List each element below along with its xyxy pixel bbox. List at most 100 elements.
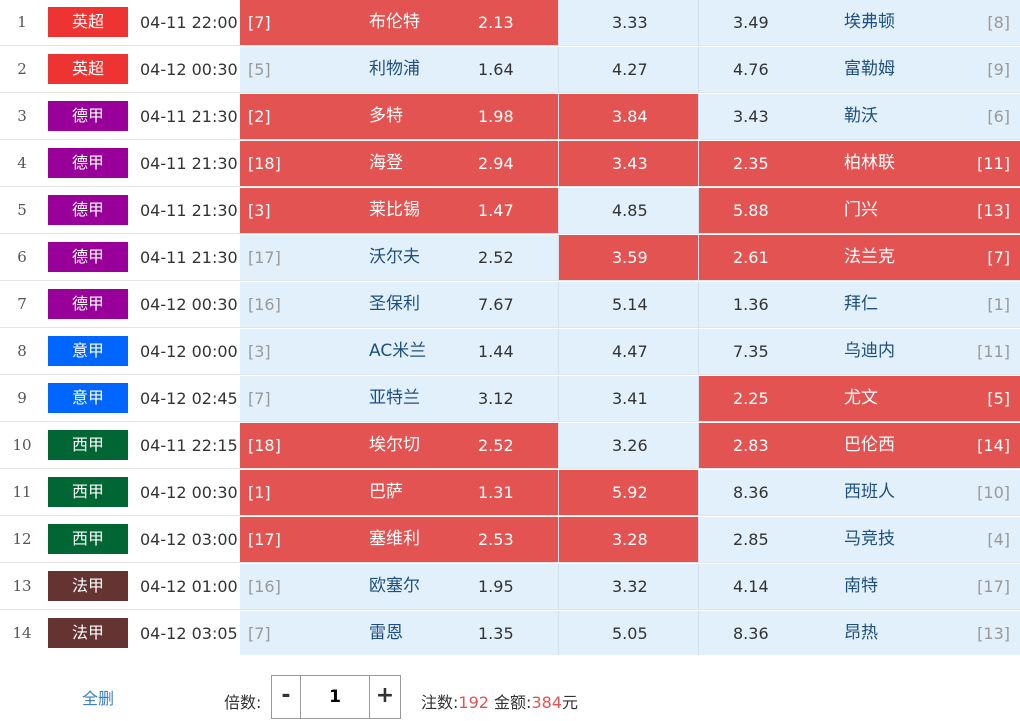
draw-option[interactable]: 4.27 — [559, 47, 699, 92]
decrease-button[interactable]: - — [272, 676, 301, 718]
home-win-option[interactable]: [7] 雷恩 1.35 — [240, 611, 559, 656]
league-badge: 西甲 — [48, 430, 128, 460]
draw-option[interactable]: 4.85 — [559, 188, 699, 233]
match-number: 10 — [12, 436, 32, 454]
home-team: AC米兰 — [369, 341, 427, 361]
match-row: 1 英超 04-11 22:00 [7] 布伦特 2.13 3.33 3.49 埃弗顿 [8] — [0, 0, 1020, 46]
away-win-option[interactable]: 2.83 巴伦西 [14] — [699, 423, 1020, 468]
match-row: 2 英超 04-12 00:30 [5] 利物浦 1.64 4.27 4.76 富勒姆 [9] — [0, 47, 1020, 93]
home-win-odds: 1.98 — [478, 107, 514, 126]
home-win-option[interactable]: [2] 多特 1.98 — [240, 94, 559, 139]
draw-option[interactable]: 5.14 — [559, 282, 699, 327]
draw-option[interactable]: 3.84 — [559, 94, 699, 139]
increase-button[interactable]: + — [369, 676, 400, 718]
home-win-option[interactable]: [3] 莱比锡 1.47 — [240, 188, 559, 233]
draw-option[interactable]: 4.47 — [559, 329, 699, 374]
away-win-odds: 8.36 — [733, 624, 769, 643]
away-team: 富勒姆 — [844, 59, 895, 79]
draw-option[interactable]: 3.43 — [559, 141, 699, 186]
home-team: 圣保利 — [369, 294, 420, 314]
match-time: 04-11 22:15 — [140, 436, 238, 455]
match-number: 4 — [17, 154, 27, 172]
away-win-option[interactable]: 8.36 昂热 [13] — [699, 611, 1020, 656]
draw-option[interactable]: 3.26 — [559, 423, 699, 468]
away-win-option[interactable]: 3.49 埃弗顿 [8] — [699, 0, 1020, 45]
home-rank: [17] — [248, 530, 281, 549]
match-number: 9 — [17, 389, 27, 407]
match-row: 14 法甲 04-12 03:05 [7] 雷恩 1.35 5.05 8.36 昂热 [13] — [0, 611, 1020, 657]
draw-option[interactable]: 3.28 — [559, 517, 699, 562]
away-win-option[interactable]: 7.35 乌迪内 [11] — [699, 329, 1020, 374]
draw-option[interactable]: 3.59 — [559, 235, 699, 280]
home-win-option[interactable]: [17] 塞维利 2.53 — [240, 517, 559, 562]
league-badge: 法甲 — [48, 571, 128, 601]
away-win-option[interactable]: 4.14 南特 [17] — [699, 564, 1020, 609]
away-team: 昂热 — [844, 623, 878, 643]
multiplier-label: 倍数: — [224, 693, 262, 712]
match-row: 7 德甲 04-12 00:30 [16] 圣保利 7.67 5.14 1.36 拜仁 [1] — [0, 282, 1020, 328]
away-rank: [11] — [977, 154, 1010, 173]
amount-value: 384 — [531, 693, 562, 712]
home-win-option[interactable]: [5] 利物浦 1.64 — [240, 47, 559, 92]
match-row: 4 德甲 04-11 21:30 [18] 海登 2.94 3.43 2.35 柏林联 [11] — [0, 141, 1020, 187]
bet-footer: 全删 倍数: - + 注数:192 金额:384元 — [0, 655, 1020, 721]
draw-option[interactable]: 3.33 — [559, 0, 699, 45]
away-rank: [13] — [977, 624, 1010, 643]
league-badge: 德甲 — [48, 101, 128, 131]
match-number: 12 — [12, 530, 32, 548]
home-win-option[interactable]: [17] 沃尔夫 2.52 — [240, 235, 559, 280]
home-win-option[interactable]: [1] 巴萨 1.31 — [240, 470, 559, 515]
home-win-option[interactable]: [18] 埃尔切 2.52 — [240, 423, 559, 468]
draw-odds: 4.47 — [612, 342, 648, 361]
draw-option[interactable]: 5.92 — [559, 470, 699, 515]
home-win-odds: 2.13 — [478, 13, 514, 32]
away-win-option[interactable]: 2.61 法兰克 [7] — [699, 235, 1020, 280]
home-team: 亚特兰 — [369, 388, 420, 408]
away-win-option[interactable]: 8.36 西班人 [10] — [699, 470, 1020, 515]
home-win-option[interactable]: [16] 圣保利 7.67 — [240, 282, 559, 327]
draw-odds: 4.85 — [612, 201, 648, 220]
match-number: 3 — [17, 107, 27, 125]
home-team: 巴萨 — [369, 482, 403, 502]
draw-odds: 3.32 — [612, 577, 648, 596]
draw-odds: 3.33 — [612, 13, 648, 32]
match-number: 11 — [12, 483, 32, 501]
match-time: 04-12 00:30 — [140, 60, 238, 79]
home-team: 布伦特 — [369, 12, 420, 32]
away-win-option[interactable]: 1.36 拜仁 [1] — [699, 282, 1020, 327]
away-win-option[interactable]: 4.76 富勒姆 [9] — [699, 47, 1020, 92]
away-win-odds: 8.36 — [733, 483, 769, 502]
home-win-option[interactable]: [3] AC米兰 1.44 — [240, 329, 559, 374]
multiplier-input[interactable] — [301, 676, 369, 718]
league-badge: 德甲 — [48, 195, 128, 225]
draw-option[interactable]: 3.41 — [559, 376, 699, 421]
away-win-odds: 3.43 — [733, 107, 769, 126]
away-win-option[interactable]: 2.85 马竞技 [4] — [699, 517, 1020, 562]
home-win-option[interactable]: [18] 海登 2.94 — [240, 141, 559, 186]
away-rank: [10] — [977, 483, 1010, 502]
home-rank: [7] — [248, 624, 271, 643]
league-badge: 意甲 — [48, 336, 128, 366]
away-win-odds: 2.25 — [733, 389, 769, 408]
home-win-option[interactable]: [16] 欧塞尔 1.95 — [240, 564, 559, 609]
away-win-option[interactable]: 2.35 柏林联 [11] — [699, 141, 1020, 186]
draw-option[interactable]: 5.05 — [559, 611, 699, 656]
away-win-odds: 4.76 — [733, 60, 769, 79]
away-win-option[interactable]: 3.43 勒沃 [6] — [699, 94, 1020, 139]
draw-odds: 3.43 — [612, 154, 648, 173]
match-row: 13 法甲 04-12 01:00 [16] 欧塞尔 1.95 3.32 4.14 南特 [17] — [0, 564, 1020, 610]
away-team: 拜仁 — [844, 294, 878, 314]
league-badge: 意甲 — [48, 383, 128, 413]
clear-all-button[interactable]: 全删 — [82, 689, 115, 708]
league-badge: 西甲 — [48, 477, 128, 507]
home-rank: [16] — [248, 295, 281, 314]
away-team: 勒沃 — [844, 106, 878, 126]
away-win-option[interactable]: 5.88 门兴 [13] — [699, 188, 1020, 233]
home-rank: [17] — [248, 248, 281, 267]
home-win-option[interactable]: [7] 布伦特 2.13 — [240, 0, 559, 45]
draw-option[interactable]: 3.32 — [559, 564, 699, 609]
home-rank: [3] — [248, 342, 271, 361]
home-win-option[interactable]: [7] 亚特兰 3.12 — [240, 376, 559, 421]
match-row: 12 西甲 04-12 03:00 [17] 塞维利 2.53 3.28 2.85 马竞技 [4] — [0, 517, 1020, 563]
away-win-option[interactable]: 2.25 尤文 [5] — [699, 376, 1020, 421]
